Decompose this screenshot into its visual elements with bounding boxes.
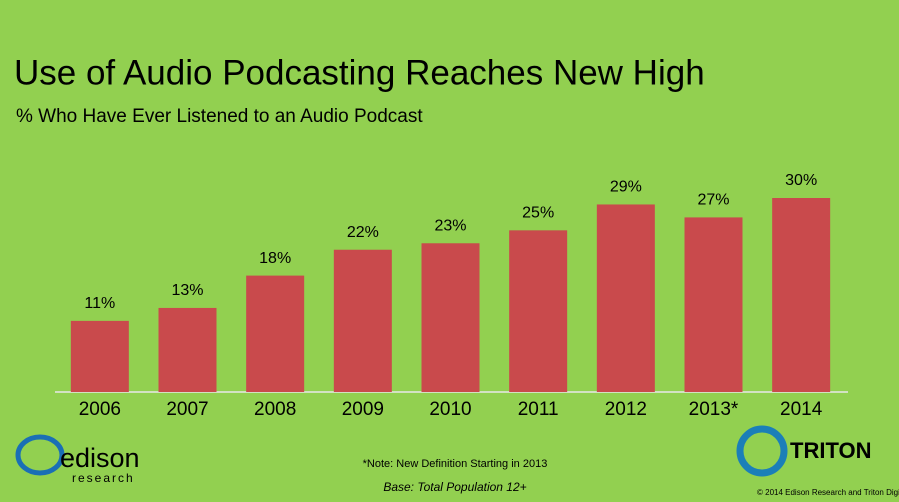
value-label: 27% <box>697 192 729 209</box>
x-tick-label: 2014 <box>780 399 823 420</box>
edison-logo: edison research <box>15 434 140 485</box>
bar <box>70 320 129 392</box>
chart-subtitle: % Who Have Ever Listened to an Audio Pod… <box>16 106 423 127</box>
bar <box>772 198 831 392</box>
value-label: 13% <box>171 282 203 299</box>
value-label: 18% <box>259 250 291 267</box>
logo-ring <box>15 434 65 476</box>
x-tick-label: 2009 <box>342 399 384 420</box>
x-tick-label: 2012 <box>605 399 647 420</box>
triton-logo: TRITON <box>736 425 871 477</box>
x-tick-label: 2011 <box>518 399 559 420</box>
x-tick-label: 2010 <box>429 399 471 420</box>
chart-title: Use of Audio Podcasting Reaches New High <box>14 53 705 92</box>
logo-subtext: research <box>72 471 135 485</box>
bar <box>246 275 305 392</box>
value-label: 11% <box>84 295 115 312</box>
bar <box>333 249 392 392</box>
logo-text: edison <box>60 443 140 473</box>
logo-ring <box>736 425 788 477</box>
x-tick-label: 2013* <box>689 399 739 420</box>
x-tick-label: 2006 <box>79 399 121 420</box>
bar <box>684 217 743 392</box>
value-label: 25% <box>522 205 554 222</box>
value-label: 23% <box>434 217 466 234</box>
value-label: 30% <box>785 172 817 189</box>
bar <box>421 243 480 392</box>
value-label: 22% <box>347 224 379 241</box>
base-note: Base: Total Population 12+ <box>383 480 526 494</box>
bar <box>509 230 568 392</box>
x-tick-label: 2007 <box>166 399 208 420</box>
value-label: 29% <box>610 179 642 196</box>
x-tick-label: 2008 <box>254 399 296 420</box>
bar <box>158 307 217 392</box>
logo-text: TRITON <box>790 438 871 463</box>
bar <box>596 204 655 392</box>
note: *Note: New Definition Starting in 2013 <box>363 458 548 470</box>
copyright: © 2014 Edison Research and Triton Digita… <box>757 488 899 497</box>
